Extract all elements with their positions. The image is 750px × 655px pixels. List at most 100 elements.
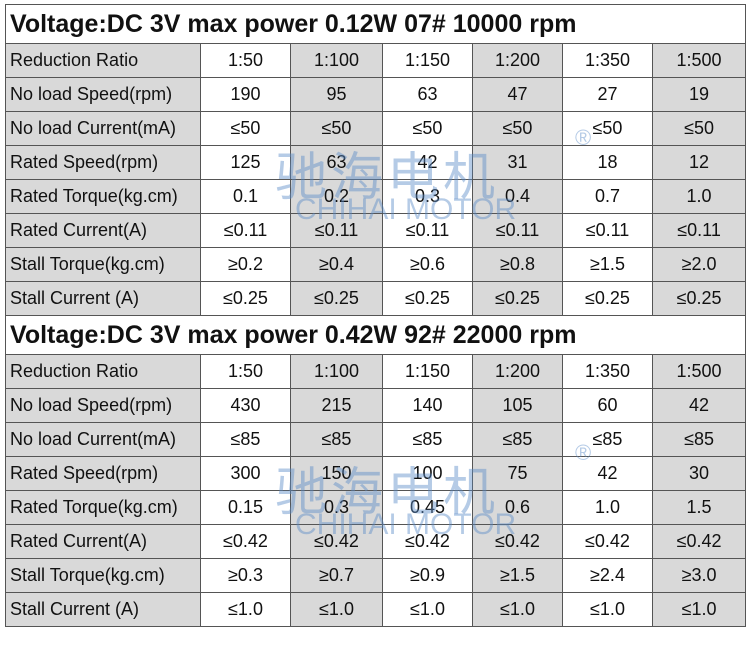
cell: ≤50	[200, 111, 291, 146]
table-row: No load Speed(rpm) 430 215 140 105 60 42	[5, 388, 747, 423]
cell: 42	[562, 456, 653, 491]
cell: 1:500	[651, 354, 747, 389]
cell: ≥0.7	[290, 558, 383, 593]
cell: ≤85	[651, 422, 747, 457]
cell: ≤0.25	[562, 281, 653, 316]
table-row: Stall Current (A) ≤1.0 ≤1.0 ≤1.0 ≤1.0 ≤1.0 ≤1.…	[5, 592, 747, 627]
cell: 1:100	[290, 354, 383, 389]
cell: ≤50	[382, 111, 473, 146]
cell: ≤50	[651, 111, 747, 146]
cell: ≤85	[290, 422, 383, 457]
cell: ≤0.11	[472, 213, 563, 248]
cell: 12	[651, 145, 747, 180]
cell: ≤0.11	[562, 213, 653, 248]
cell: 0.6	[472, 490, 563, 525]
cell: 190	[200, 77, 291, 112]
cell: 42	[382, 145, 473, 180]
cell: 42	[651, 388, 747, 423]
cell: ≤1.0	[472, 592, 563, 627]
cell: ≥2.4	[562, 558, 653, 593]
cell: 300	[200, 456, 291, 491]
cell: 0.3	[382, 179, 473, 214]
cell: 0.3	[290, 490, 383, 525]
cell: ≤0.42	[651, 524, 747, 559]
cell: ≤50	[562, 111, 653, 146]
cell: ≤0.25	[200, 281, 291, 316]
cell: 1:150	[382, 43, 473, 78]
row-label: Stall Current (A)	[5, 592, 201, 627]
cell: ≤0.11	[651, 213, 747, 248]
cell: 0.15	[200, 490, 291, 525]
table-row: Rated Speed(rpm) 300 150 100 75 42 30	[5, 456, 747, 491]
cell: 0.4	[472, 179, 563, 214]
table-row: Rated Current(A) ≤0.11 ≤0.11 ≤0.11 ≤0.11 ≤0.1…	[5, 213, 747, 248]
cell: ≤1.0	[562, 592, 653, 627]
cell: ≥0.4	[290, 247, 383, 282]
cell: 1:50	[200, 43, 291, 78]
cell: 18	[562, 145, 653, 180]
cell: ≤0.11	[200, 213, 291, 248]
cell: ≤85	[562, 422, 653, 457]
table-row: No load Speed(rpm) 190 95 63 47 27 19	[5, 77, 747, 112]
cell: 1:200	[472, 43, 563, 78]
cell: 1:150	[382, 354, 473, 389]
table-row: No load Current(mA) ≤50 ≤50 ≤50 ≤50 ≤50 ≤50	[5, 111, 747, 146]
cell: ≤0.25	[290, 281, 383, 316]
cell: ≤1.0	[651, 592, 747, 627]
cell: ≤0.11	[290, 213, 383, 248]
table-row: Rated Torque(kg.cm) 0.15 0.3 0.45 0.6 1.0 1.5	[5, 490, 747, 525]
cell: 1:350	[562, 354, 653, 389]
cell: 95	[290, 77, 383, 112]
cell: 1:100	[290, 43, 383, 78]
cell: ≥2.0	[651, 247, 747, 282]
cell: 0.45	[382, 490, 473, 525]
cell: 1:500	[651, 43, 747, 78]
cell: 1:200	[472, 354, 563, 389]
cell: 1.0	[651, 179, 747, 214]
cell: ≥1.5	[472, 558, 563, 593]
cell: 47	[472, 77, 563, 112]
cell: ≥0.3	[200, 558, 291, 593]
cell: 150	[290, 456, 383, 491]
spec-tables: Voltage:DC 3V max power 0.12W 07# 10000 …	[4, 4, 747, 627]
cell: ≤0.25	[651, 281, 747, 316]
cell: ≥0.9	[382, 558, 473, 593]
cell: ≥1.5	[562, 247, 653, 282]
row-label: Rated Current(A)	[5, 213, 201, 248]
cell: ≤1.0	[290, 592, 383, 627]
table-row: Stall Torque(kg.cm) ≥0.2 ≥0.4 ≥0.6 ≥0.8 ≥1.5 ≥…	[5, 247, 747, 282]
title-row: Voltage:DC 3V max power 0.42W 92# 22000 …	[4, 315, 747, 355]
cell: 215	[290, 388, 383, 423]
cell: ≥0.8	[472, 247, 563, 282]
row-label: No load Current(mA)	[5, 422, 201, 457]
cell: ≤0.42	[382, 524, 473, 559]
row-label: No load Current(mA)	[5, 111, 201, 146]
cell: 1.0	[562, 490, 653, 525]
row-label: Stall Torque(kg.cm)	[5, 247, 201, 282]
cell: 1.5	[651, 490, 747, 525]
cell: 105	[472, 388, 563, 423]
cell: 27	[562, 77, 653, 112]
cell: 1:50	[200, 354, 291, 389]
table-row: Reduction Ratio 1:50 1:100 1:150 1:200 1:350 1…	[5, 43, 747, 78]
cell: 63	[382, 77, 473, 112]
row-label: Rated Torque(kg.cm)	[5, 179, 201, 214]
cell: 100	[382, 456, 473, 491]
table-row: Rated Torque(kg.cm) 0.1 0.2 0.3 0.4 0.7 1.0	[5, 179, 747, 214]
row-label: Reduction Ratio	[5, 354, 201, 389]
cell: 1:350	[562, 43, 653, 78]
cell: 125	[200, 145, 291, 180]
cell: 60	[562, 388, 653, 423]
cell: ≥3.0	[651, 558, 747, 593]
row-label: No load Speed(rpm)	[5, 388, 201, 423]
cell: 75	[472, 456, 563, 491]
cell: 430	[200, 388, 291, 423]
cell: ≤1.0	[200, 592, 291, 627]
cell: ≤50	[290, 111, 383, 146]
row-label: Stall Torque(kg.cm)	[5, 558, 201, 593]
cell: ≤50	[472, 111, 563, 146]
cell: 30	[651, 456, 747, 491]
cell: ≥0.2	[200, 247, 291, 282]
table-row: Stall Torque(kg.cm) ≥0.3 ≥0.7 ≥0.9 ≥1.5 ≥2.4 ≥…	[5, 558, 747, 593]
